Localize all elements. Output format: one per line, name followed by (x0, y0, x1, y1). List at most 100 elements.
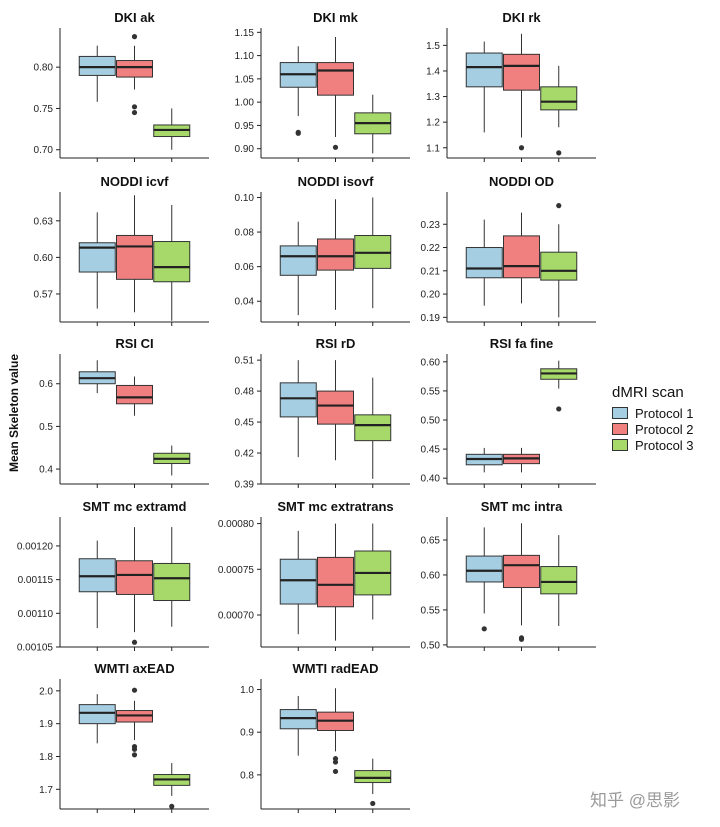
legend-key-protocol-3 (612, 439, 628, 451)
y-tick-label: 0.40 (421, 474, 441, 485)
outlier-point (131, 109, 138, 116)
y-tick-label: 1.4 (426, 66, 440, 77)
iqr-box (116, 384, 153, 405)
panel-title: WMTI radEAD (293, 661, 379, 676)
y-tick-label: 1.7 (39, 785, 53, 796)
panel-title: RSI fa fine (490, 336, 554, 351)
y-tick-label: 2.0 (39, 686, 53, 697)
y-tick-label: 0.75 (34, 104, 54, 115)
box-protocol-3 (153, 108, 191, 162)
y-tick-label: 0.45 (421, 445, 441, 456)
legend-label-protocol-1: Protocol 1 (635, 405, 694, 421)
y-tick-label: 0.9 (240, 728, 254, 739)
box-protocol-1 (78, 540, 116, 651)
y-tick-label: 0.80 (34, 63, 54, 74)
box-protocol-1 (465, 527, 503, 651)
y-tick-label: 0.00070 (218, 611, 255, 622)
y-tick-label: 1.0 (240, 685, 254, 696)
box-protocol-1 (465, 219, 503, 326)
box-protocol-2 (503, 523, 540, 651)
box-protocol-3 (540, 535, 578, 651)
panel-dki-ak: DKI ak 0.70 0.75 0.80 (34, 10, 209, 162)
panel-title: NODDI OD (489, 174, 554, 189)
outlier-point (518, 145, 525, 151)
y-tick-label: 0.60 (34, 253, 54, 264)
y-tick-label: 0.90 (235, 144, 255, 155)
y-tick-label: 0.00120 (17, 541, 54, 552)
y-tick-label: 0.10 (235, 193, 255, 204)
iqr-box (540, 566, 578, 595)
legend: dMRI scan Protocol 1 Protocol 2 Protocol… (612, 384, 694, 453)
panel-rsi-rd: RSI rD 0.39 0.42 0.45 0.48 0.51 (235, 336, 410, 491)
panel-smt-mc-extratrans: SMT mc extratrans 0.00070 0.00075 0.00080 (218, 499, 410, 651)
y-tick-label: 1.9 (39, 719, 53, 730)
box-protocol-1 (78, 212, 116, 326)
y-tick-label: 1.05 (235, 74, 255, 85)
box-protocol-3 (354, 94, 392, 162)
y-tick-label: 0.00105 (17, 643, 54, 654)
box-protocol-2 (116, 376, 153, 488)
panel-title: DKI rk (502, 10, 541, 25)
y-tick-label: 0.00080 (218, 519, 255, 530)
legend-key-protocol-1 (612, 407, 628, 419)
box-protocol-2 (116, 195, 153, 326)
outlier-point (518, 636, 525, 642)
y-tick-label: 0.50 (421, 416, 441, 427)
legend-key-protocol-2 (612, 423, 628, 435)
outlier-point (131, 34, 138, 40)
panel-noddi-od: NODDI OD 0.19 0.20 0.21 0.22 0.23 (421, 174, 596, 326)
y-tick-label: 1.10 (235, 51, 255, 62)
iqr-box (116, 60, 153, 78)
iqr-box (78, 55, 116, 76)
box-protocol-2 (503, 447, 540, 488)
box-protocol-1 (465, 41, 503, 162)
y-tick-label: 1.8 (39, 752, 53, 763)
box-protocol-2 (503, 212, 540, 326)
legend-title: dMRI scan (612, 384, 684, 401)
outlier-point (131, 746, 138, 752)
iqr-box (465, 555, 503, 583)
box-protocol-2 (503, 33, 540, 162)
box-protocol-2 (116, 687, 153, 813)
outlier-point (131, 687, 138, 693)
iqr-box (465, 247, 503, 279)
iqr-box (540, 251, 578, 281)
panel-title: NODDI isovf (298, 174, 375, 189)
box-protocol-3 (540, 203, 578, 326)
y-tick-label: 0.06 (235, 262, 255, 273)
y-tick-label: 0.48 (235, 387, 255, 398)
iqr-box (503, 554, 540, 589)
iqr-box (540, 86, 578, 111)
y-tick-label: 0.70 (34, 145, 54, 156)
iqr-box (279, 558, 317, 605)
box-protocol-3 (153, 763, 191, 813)
box-protocol-3 (354, 377, 392, 488)
outlier-point (332, 768, 339, 775)
panel-title: SMT mc extratrans (277, 499, 393, 514)
box-protocol-1 (78, 694, 116, 813)
outlier-point (131, 104, 138, 110)
y-tick-label: 0.23 (421, 220, 441, 231)
y-tick-label: 0.6 (39, 379, 53, 390)
box-protocol-2 (317, 199, 354, 326)
panel-smt-mc-intra: SMT mc intra 0.50 0.55 0.60 0.65 (421, 499, 596, 651)
legend-label-protocol-3: Protocol 3 (635, 437, 694, 453)
box-protocol-2 (317, 688, 354, 813)
y-tick-label: 0.39 (235, 480, 255, 491)
y-tick-label: 0.51 (235, 356, 255, 367)
box-protocol-2 (317, 523, 354, 651)
box-protocol-3 (354, 523, 392, 651)
outlier-point (295, 130, 301, 136)
y-tick-label: 0.42 (235, 449, 255, 460)
iqr-box (279, 245, 317, 276)
legend-item-protocol-3: Protocol 3 (612, 437, 694, 453)
iqr-box (78, 704, 116, 725)
panel-smt-mc-extramd: SMT mc extramd 0.00105 0.00110 0.00115 0.001… (17, 499, 209, 654)
y-tick-label: 0.57 (34, 289, 54, 300)
y-tick-label: 0.4 (39, 465, 53, 476)
y-tick-label: 0.60 (421, 357, 441, 368)
iqr-box (116, 234, 153, 280)
y-tick-label: 0.22 (421, 243, 441, 254)
iqr-box (317, 62, 354, 96)
